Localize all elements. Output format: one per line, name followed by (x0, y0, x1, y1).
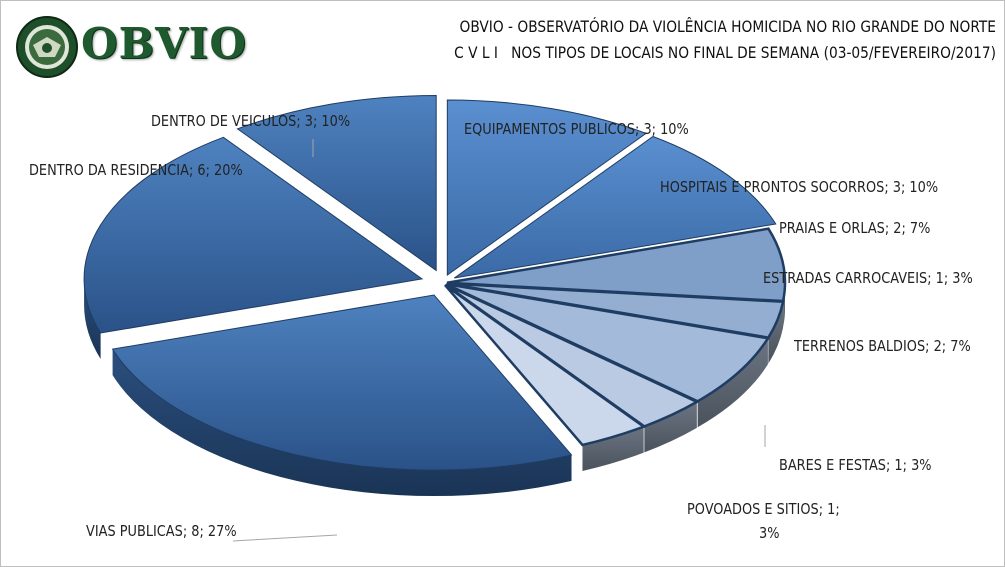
slice-dentro-da-residencia (83, 136, 424, 334)
data-label-dentro-veiculos: DENTRO DE VEICULOS; 3; 10% (151, 112, 351, 130)
slice-terrenos-baldios (445, 282, 770, 403)
data-label-povoados-percent: 3% (759, 524, 780, 542)
data-label-bares: BARES E FESTAS; 1; 3% (779, 456, 932, 474)
title-line-2: C V L I NOS TIPOS DE LOCAIS NO FINAL DE … (454, 43, 996, 62)
slice-side-dentro-da-residencia (84, 278, 101, 359)
slice-equipamentos-publicos (446, 99, 648, 276)
logo-wordmark: OBVIO (81, 19, 247, 68)
data-label-praias: PRAIAS E ORLAS; 2; 7% (779, 219, 931, 237)
slice-side-vias-publicas (112, 349, 572, 497)
data-label-dentro-residencia: DENTRO DA RESIDENCIA; 6; 20% (29, 161, 243, 179)
slice-praias-e-orlas (446, 227, 787, 303)
slice-povoados-e-sitios (444, 284, 647, 447)
slice-side-povoados-e-sitios (582, 426, 644, 471)
slice-side-bares-e-festas (644, 401, 697, 453)
slice-hospitais-e-prontos-socorros (454, 135, 777, 279)
data-label-equipamentos-publicos: EQUIPAMENTOS PUBLICOS; 3; 10% (464, 120, 689, 138)
leader-line-vias-publicas (232, 534, 338, 542)
title-line-1: OBVIO - OBSERVATÓRIO DA VIOLÊNCIA HOMICI… (459, 17, 997, 36)
obvio-seal-icon (16, 16, 78, 78)
data-label-vias-publicas: VIAS PUBLICAS; 8; 27% (86, 522, 237, 540)
obvio-logo: OBVIO (15, 13, 246, 85)
data-label-estradas: ESTRADAS CARROCAVEIS; 1; 3% (763, 269, 973, 287)
data-label-hospitais: HOSPITAIS E PRONTOS SOCORROS; 3; 10% (660, 178, 939, 196)
slice-vias-publicas (111, 294, 573, 471)
data-label-terrenos: TERRENOS BALDIOS; 2; 7% (794, 337, 971, 355)
slice-side-terrenos-baldios (697, 338, 768, 428)
chart-title: OBVIO - OBSERVATÓRIO DA VIOLÊNCIA HOMICI… (394, 14, 996, 66)
data-label-povoados: POVOADOS E SITIOS; 1; (687, 500, 840, 518)
slice-dentro-de-veiculos (236, 94, 437, 272)
